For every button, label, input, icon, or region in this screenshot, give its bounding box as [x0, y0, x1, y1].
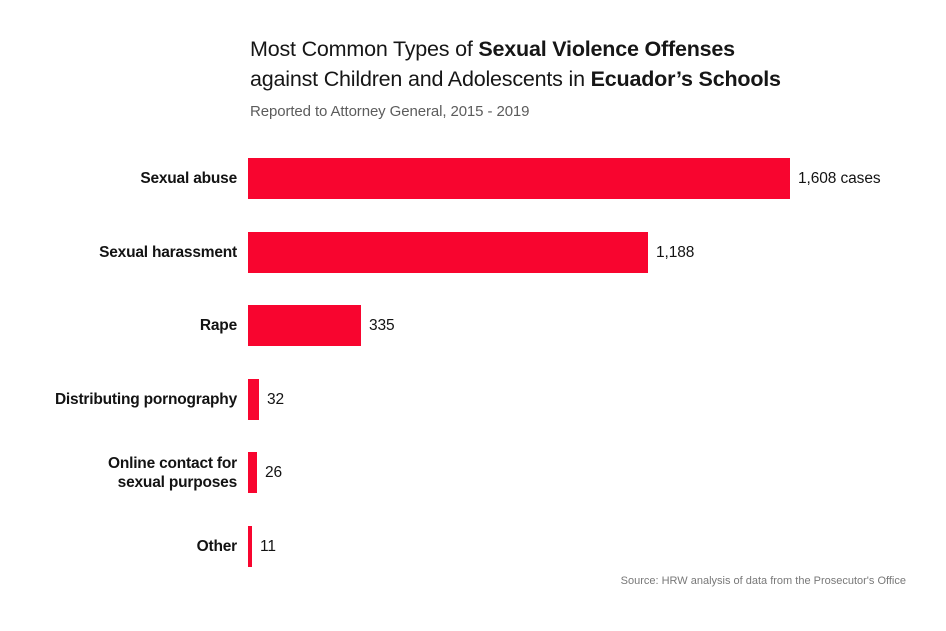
- category-label: Other: [196, 538, 238, 555]
- chart-subtitle: Reported to Attorney General, 2015 - 201…: [250, 103, 530, 120]
- category-label: Sexual abuse: [140, 170, 237, 187]
- category-label: Distributing pornography: [54, 391, 237, 408]
- category-label: Rape: [199, 317, 237, 334]
- category-label: Sexual harassment: [99, 244, 237, 261]
- value-label: 11: [260, 537, 276, 555]
- chart-row: Distributing pornography 32: [0, 379, 946, 420]
- chart-row: Sexual abuse 1,608 cases: [0, 158, 946, 199]
- chart-header: Most Common Types of Sexual Violence Off…: [250, 34, 781, 121]
- chart-row: Online contact for sexual purposes 26: [0, 452, 946, 493]
- bar: [248, 379, 259, 420]
- bar: [248, 526, 252, 567]
- title-line1-regular: Most Common Types of: [250, 37, 479, 61]
- chart-title: Most Common Types of Sexual Violence Off…: [250, 34, 781, 94]
- bar: [248, 305, 361, 346]
- chart-row: Sexual harassment 1,188: [0, 232, 946, 273]
- title-line2-regular: against Children and Adolescents in: [250, 67, 591, 91]
- value-label: 1,188: [656, 243, 695, 261]
- value-label: 1,608 cases: [798, 169, 881, 187]
- bar: [248, 452, 257, 493]
- value-label: 335: [369, 316, 395, 334]
- title-line1-bold: Sexual Violence Offenses: [478, 37, 735, 61]
- chart-row: Rape 335: [0, 305, 946, 346]
- title-line2-bold: Ecuador’s Schools: [590, 67, 781, 91]
- bar: [248, 232, 648, 273]
- value-label: 32: [267, 390, 285, 408]
- bar: [248, 158, 790, 199]
- chart-row: Other 11: [0, 526, 946, 567]
- source-note: Source: HRW analysis of data from the Pr…: [620, 575, 906, 587]
- category-label: Online contact for sexual purposes: [107, 454, 237, 491]
- value-label: 26: [265, 463, 283, 481]
